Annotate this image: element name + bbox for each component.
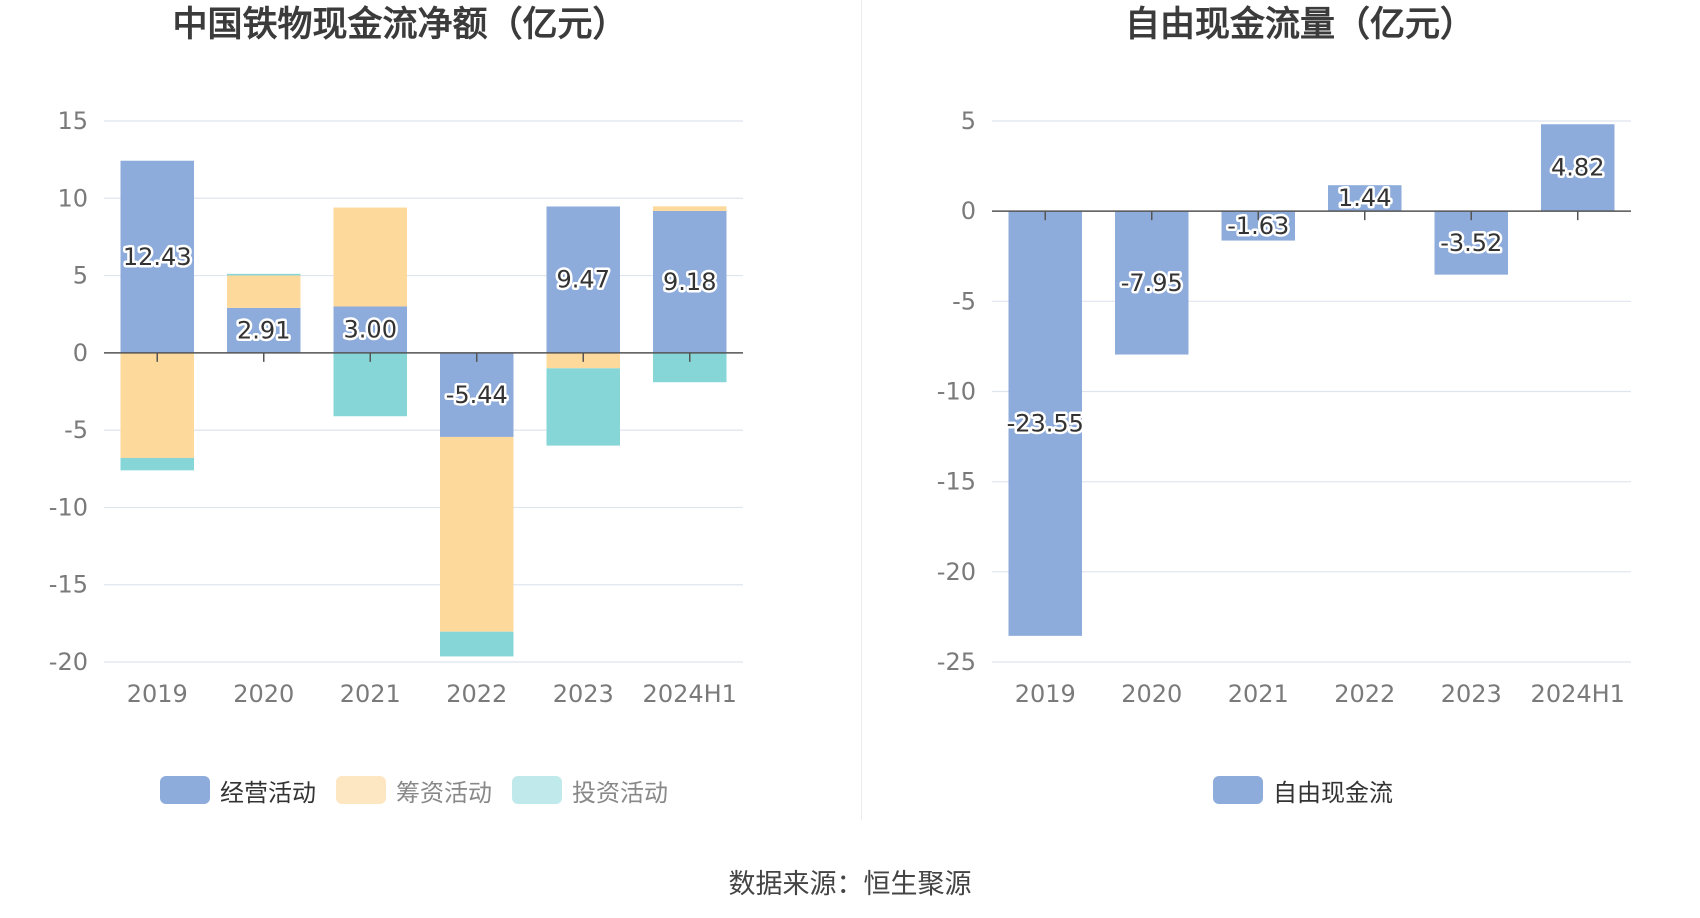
x-tick-label: 2023 xyxy=(1441,680,1502,708)
legend-item-free-cash-flow[interactable]: 自由现金流 xyxy=(1213,773,1393,808)
bar-primary xyxy=(120,160,194,353)
y-tick-label: 0 xyxy=(73,339,88,367)
data-label: 1.44 xyxy=(1338,184,1391,212)
bar-series-2 xyxy=(440,631,514,657)
y-tick-label: 15 xyxy=(57,107,88,135)
y-tick-label: 5 xyxy=(961,107,976,135)
legend-item-investing[interactable]: 投资活动 xyxy=(512,773,668,808)
bar-series-1 xyxy=(227,275,301,308)
data-label-halo: -7.95 xyxy=(1121,269,1183,297)
legend-item-financing[interactable]: 筹资活动 xyxy=(336,773,492,808)
x-tick-label: 2023 xyxy=(553,680,614,708)
x-tick-label: 2020 xyxy=(1121,680,1182,708)
data-label: 4.82 xyxy=(1551,154,1604,182)
bar-primary xyxy=(546,206,620,353)
data-label: 9.47 xyxy=(557,266,610,294)
bar-primary xyxy=(1434,211,1508,275)
y-tick-label: 0 xyxy=(961,197,976,225)
data-label-halo: 9.47 xyxy=(557,266,610,294)
x-tick-label: 2019 xyxy=(1015,680,1076,708)
left-chart-title: 中国铁物现金流净额（亿元） xyxy=(172,5,628,45)
y-tick-label: -20 xyxy=(49,648,88,676)
bar-primary xyxy=(653,210,727,353)
y-tick-label: -20 xyxy=(937,558,976,586)
data-label: -3.52 xyxy=(1440,229,1502,257)
data-label-halo: -3.52 xyxy=(1440,229,1502,257)
legend-label-free-cash-flow: 自由现金流 xyxy=(1273,778,1393,807)
data-label-halo: -23.55 xyxy=(1007,410,1084,438)
data-label: 2.91 xyxy=(237,316,290,344)
x-tick-label: 2020 xyxy=(233,680,294,708)
x-tick-label: 2019 xyxy=(127,680,188,708)
y-tick-label: -10 xyxy=(937,378,976,406)
legend-label-investing: 投资活动 xyxy=(572,778,668,807)
bar-series-1 xyxy=(333,207,407,307)
bar-primary xyxy=(227,307,301,353)
y-tick-label: -5 xyxy=(64,416,88,444)
data-label: 9.18 xyxy=(663,268,716,296)
y-tick-label: -25 xyxy=(937,648,976,676)
legend-swatch-operating xyxy=(160,776,210,804)
bar-series-2 xyxy=(546,368,620,446)
bar-primary xyxy=(440,352,514,437)
legend-label-operating: 经营活动 xyxy=(220,778,316,807)
data-label-halo: -5.44 xyxy=(446,381,508,409)
data-label: 12.43 xyxy=(123,243,192,271)
data-label-halo: 3.00 xyxy=(344,316,397,344)
data-label-halo: 4.82 xyxy=(1551,154,1604,182)
legend-item-operating[interactable]: 经营活动 xyxy=(160,773,316,808)
y-tick-label: 10 xyxy=(57,184,88,212)
data-label: 3.00 xyxy=(344,316,397,344)
right-legend: 自由现金流 xyxy=(1213,770,1413,810)
left-legend: 经营活动 筹资活动 投资活动 xyxy=(160,770,688,810)
x-tick-label: 2024H1 xyxy=(643,680,737,708)
right-chart-title: 自由现金流量（亿元） xyxy=(1124,5,1475,45)
x-tick-label: 2021 xyxy=(340,680,401,708)
bar-primary xyxy=(1328,185,1402,212)
cash-flow-chart: 15 10 5 0 -5 -10 -15 -20 2019 2020 2021 2022 2023 202… xyxy=(49,107,743,708)
data-label-halo: 1.44 xyxy=(1338,184,1391,212)
legend-swatch-financing xyxy=(336,776,386,804)
data-source-footer: 数据来源：恒生聚源 xyxy=(728,869,972,900)
x-tick-label: 2022 xyxy=(1334,680,1395,708)
bar-series-2 xyxy=(333,352,407,417)
y-tick-label: -15 xyxy=(49,571,88,599)
bar-series-1 xyxy=(653,206,727,211)
legend-swatch-free-cash-flow xyxy=(1213,776,1263,804)
x-tick-label: 2024H1 xyxy=(1531,680,1625,708)
y-tick-label: -15 xyxy=(937,468,976,496)
data-label-halo: -1.63 xyxy=(1227,212,1289,240)
y-tick-label: -10 xyxy=(49,493,88,521)
bar-series-1 xyxy=(120,352,194,458)
data-label: -5.44 xyxy=(446,381,508,409)
x-tick-label: 2022 xyxy=(446,680,507,708)
legend-swatch-investing xyxy=(512,776,562,804)
bar-primary xyxy=(333,306,407,353)
data-label: -23.55 xyxy=(1007,410,1084,438)
data-label-halo: 9.18 xyxy=(663,268,716,296)
y-tick-label: 5 xyxy=(73,262,88,290)
x-tick-label: 2021 xyxy=(1228,680,1289,708)
data-label: -1.63 xyxy=(1227,212,1289,240)
data-label: -7.95 xyxy=(1121,269,1183,297)
bar-primary xyxy=(1115,211,1189,355)
bar-series-2 xyxy=(120,457,194,471)
data-label-halo: 12.43 xyxy=(123,243,192,271)
legend-label-financing: 筹资活动 xyxy=(396,778,492,807)
y-tick-label: -5 xyxy=(952,287,976,315)
bar-primary xyxy=(1008,211,1082,636)
bar-primary xyxy=(1541,124,1615,212)
free-cash-flow-chart: 5 0 -5 -10 -15 -20 -25 2019 2020 2021 2022 2023 2024… xyxy=(937,107,1631,708)
bar-series-2 xyxy=(227,273,301,276)
bar-series-1 xyxy=(440,436,514,632)
data-label-halo: 2.91 xyxy=(237,316,290,344)
panel-divider xyxy=(861,0,862,820)
